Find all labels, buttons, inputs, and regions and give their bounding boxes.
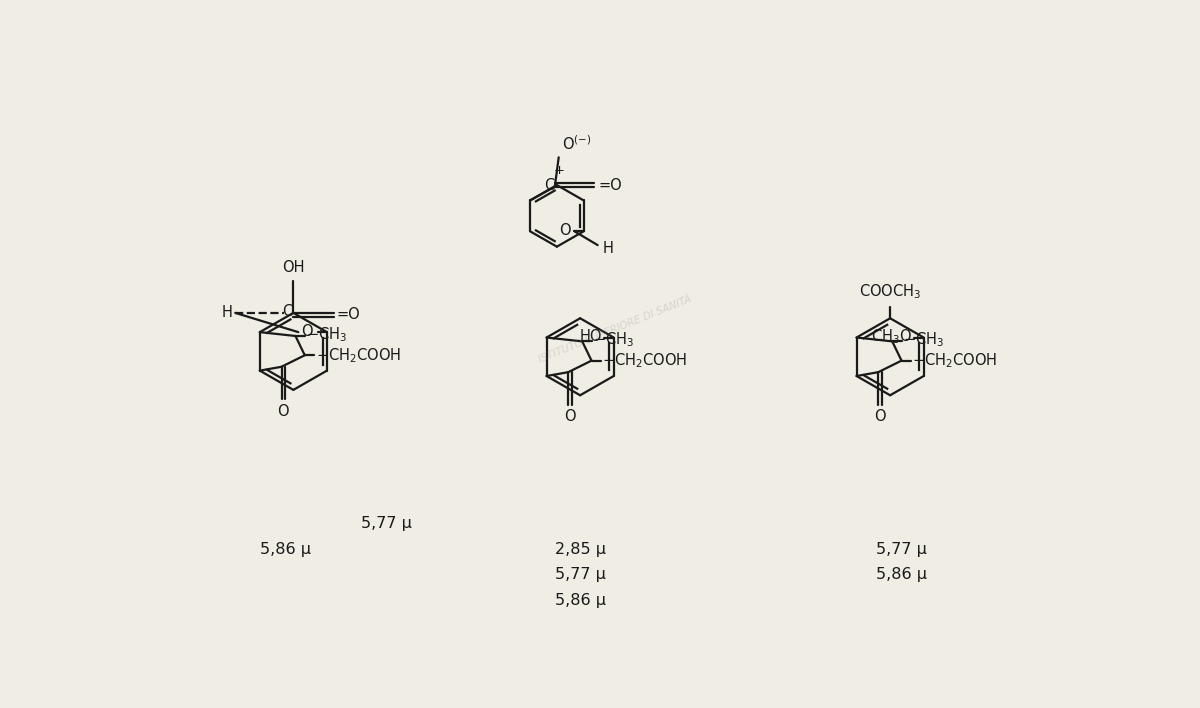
Text: 5,77 μ: 5,77 μ (876, 542, 928, 556)
Text: 5,86 μ: 5,86 μ (554, 593, 606, 607)
Text: =O: =O (599, 178, 622, 193)
Text: O: O (874, 409, 886, 424)
Text: O: O (277, 404, 289, 418)
Text: O$^{(-)}$: O$^{(-)}$ (562, 134, 592, 153)
Text: H: H (602, 241, 613, 256)
Text: =O: =O (337, 307, 360, 322)
Text: H: H (221, 304, 232, 319)
Text: O: O (564, 409, 576, 424)
Text: 5,86 μ: 5,86 μ (876, 567, 928, 582)
Text: OH: OH (282, 260, 305, 275)
Text: CH$_3$O: CH$_3$O (871, 327, 912, 346)
Text: C: C (282, 304, 293, 319)
Text: C: C (544, 178, 554, 193)
Text: O: O (301, 324, 313, 339)
Text: $-$CH$_2$COOH: $-$CH$_2$COOH (602, 351, 688, 370)
Text: $-$CH$_3$: $-$CH$_3$ (593, 331, 635, 349)
Text: HO: HO (580, 329, 602, 344)
Text: COOCH$_3$: COOCH$_3$ (859, 282, 922, 302)
Text: $-$CH$_2$COOH: $-$CH$_2$COOH (316, 346, 401, 365)
Text: 2,85 μ: 2,85 μ (554, 542, 606, 556)
Text: +: + (554, 164, 565, 178)
Text: $-$CH$_2$COOH: $-$CH$_2$COOH (912, 351, 997, 370)
Text: ISTITUTO SUPERIORE DI SANITÀ: ISTITUTO SUPERIORE DI SANITÀ (536, 295, 694, 365)
Text: O: O (559, 223, 570, 238)
Text: 5,77 μ: 5,77 μ (361, 516, 412, 532)
Text: 5,77 μ: 5,77 μ (554, 567, 606, 582)
Text: 5,86 μ: 5,86 μ (260, 542, 311, 556)
Text: $-$CH$_3$: $-$CH$_3$ (306, 325, 348, 344)
Text: $-$CH$_3$: $-$CH$_3$ (904, 331, 944, 349)
